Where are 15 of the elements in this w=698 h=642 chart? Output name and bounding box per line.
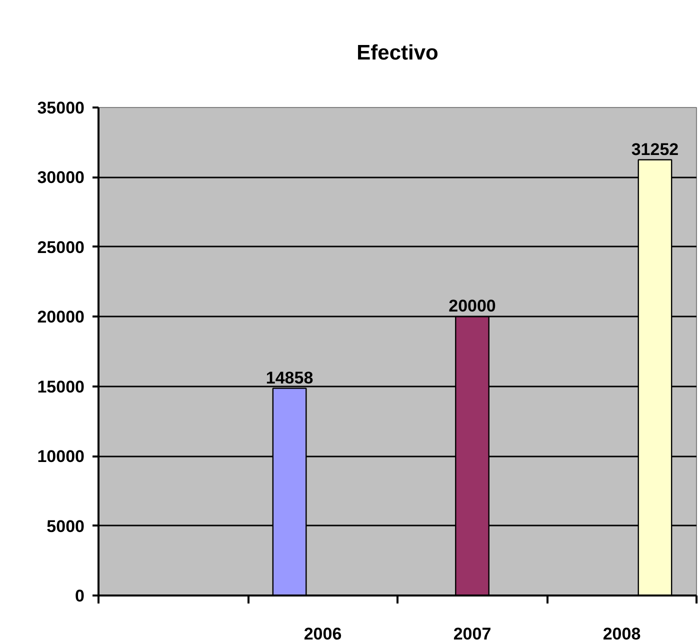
y-tick-label: 10000 bbox=[37, 447, 85, 466]
y-tick-label: 0 bbox=[75, 586, 85, 606]
x-tick-label: 2006 bbox=[304, 624, 342, 642]
y-tick-label: 30000 bbox=[37, 168, 85, 188]
chart-title: Efectivo bbox=[356, 42, 438, 64]
y-tick-label: 35000 bbox=[37, 98, 85, 118]
data-label: 14858 bbox=[266, 368, 314, 388]
data-label: 31252 bbox=[631, 140, 679, 159]
y-tick-label: 25000 bbox=[37, 238, 85, 257]
data-label: 20000 bbox=[448, 296, 496, 316]
x-tick-label: 2008 bbox=[602, 624, 641, 642]
y-tick-label: 15000 bbox=[37, 377, 85, 396]
y-tick-label: 5000 bbox=[46, 516, 85, 536]
x-tick-label: 2007 bbox=[453, 624, 492, 642]
y-tick-label: 20000 bbox=[37, 308, 85, 327]
